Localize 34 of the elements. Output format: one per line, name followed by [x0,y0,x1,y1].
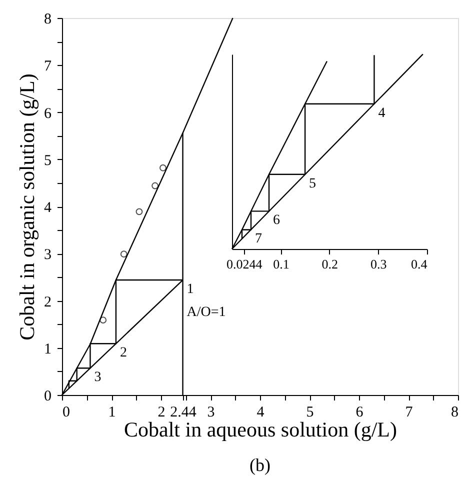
y-tick-label: 7 [44,58,52,75]
x-tick-label: 0.0244 [226,256,263,272]
annotation: 6 [273,213,280,228]
y-tick-label: 8 [44,12,52,28]
y-tick-label: 4 [44,200,52,216]
x-tick-label: 0.1 [273,256,290,272]
x-tick-label: 0 [62,404,70,420]
y-tick-label: 6 [44,106,52,122]
x-tick-label: 0.3 [370,256,387,272]
annotation: A/O=1 [186,305,226,320]
x-tick-label: 2 [158,404,166,420]
y-axis-title: Cobalt in organic solution (g/L) [15,74,39,340]
x-tick-label: 8 [451,404,458,420]
x-tick-label: 3 [207,404,215,420]
x-tick-label: 6 [356,404,364,420]
y-tick-label: 0 [44,388,52,404]
y-tick-label: 1 [44,341,52,358]
y-tick-label: 2 [44,294,52,310]
x-tick-label: 1 [108,404,116,420]
annotation: 3 [94,370,102,386]
x-tick-label: 4 [256,404,265,420]
x-tick-label: 7 [405,404,414,420]
annotation: 4 [378,106,386,121]
y-tick-label: 5 [44,152,52,169]
x-axis-title: Cobalt in aqueous solution (g/L) [124,418,397,442]
x-tick-label: 0.2 [322,256,338,272]
x-tick-label: 2.44 [170,404,197,420]
x-tick-label: 5 [306,404,314,420]
text: (b) [250,455,270,475]
x-tick-label: 0.4 [411,256,428,272]
annotation: 7 [254,232,262,247]
annotation: 2 [120,346,127,361]
annotation: 1 [186,282,194,298]
annotation: 5 [309,176,316,192]
